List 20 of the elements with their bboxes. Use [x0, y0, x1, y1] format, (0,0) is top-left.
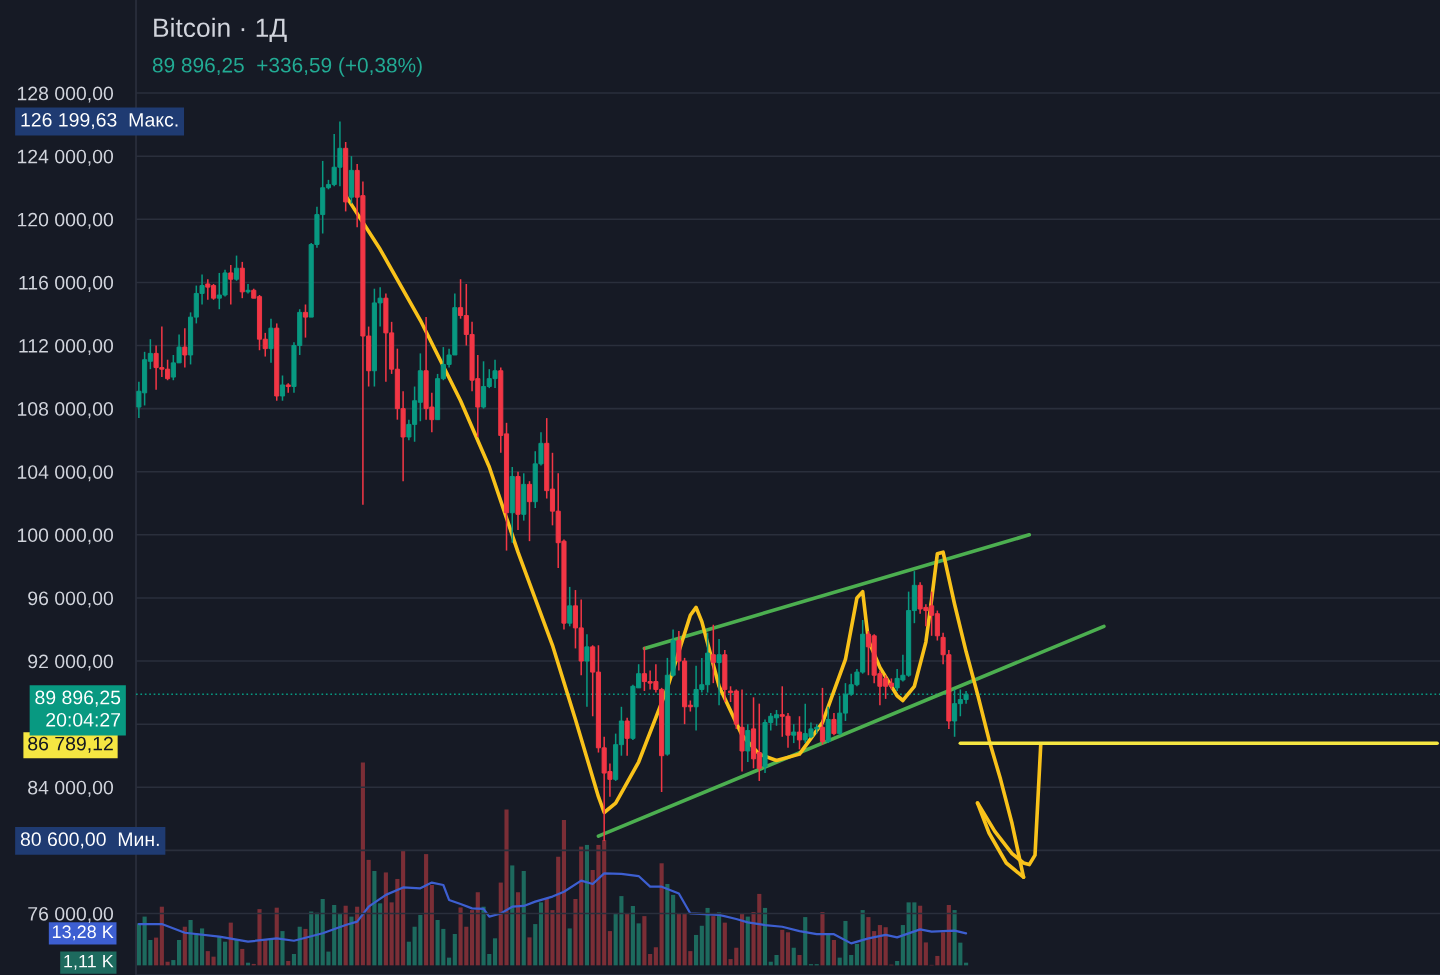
y-tick-label: 84 000,00 [28, 780, 114, 797]
y2-tick-label: 1,11 K [64, 954, 114, 970]
y-tick-label: 120 000,00 [17, 212, 114, 229]
y-tick-label: 100 000,00 [17, 528, 114, 545]
y2-tick-label: 13,28 K [52, 925, 114, 941]
text: Bitcoin · 1Д [154, 17, 287, 43]
y-tick-label: 108 000,00 [17, 402, 114, 419]
y-tick-label: 128 000,00 [17, 86, 114, 103]
annotation: 80 600,00 Мин. [20, 832, 159, 849]
y-tick-label: 76 000,00 [28, 906, 114, 923]
y-tick-label: 104 000,00 [17, 465, 114, 482]
y-tick-label: 92 000,00 [28, 654, 114, 671]
annotation: 126 199,63 Макс. [21, 112, 178, 129]
y-tick-label: 124 000,00 [17, 149, 114, 166]
y-tick-label: 86 789,12 [28, 736, 113, 753]
text: 89 896,25 +336,59 (+0,38%) [152, 57, 422, 77]
y-tick-label: 96 000,00 [28, 591, 114, 608]
ref-line-label: 89 896,25 20:04:27 [35, 690, 121, 727]
y-tick-label: 116 000,00 [19, 275, 114, 292]
y-tick-label: 112 000,00 [19, 338, 114, 356]
